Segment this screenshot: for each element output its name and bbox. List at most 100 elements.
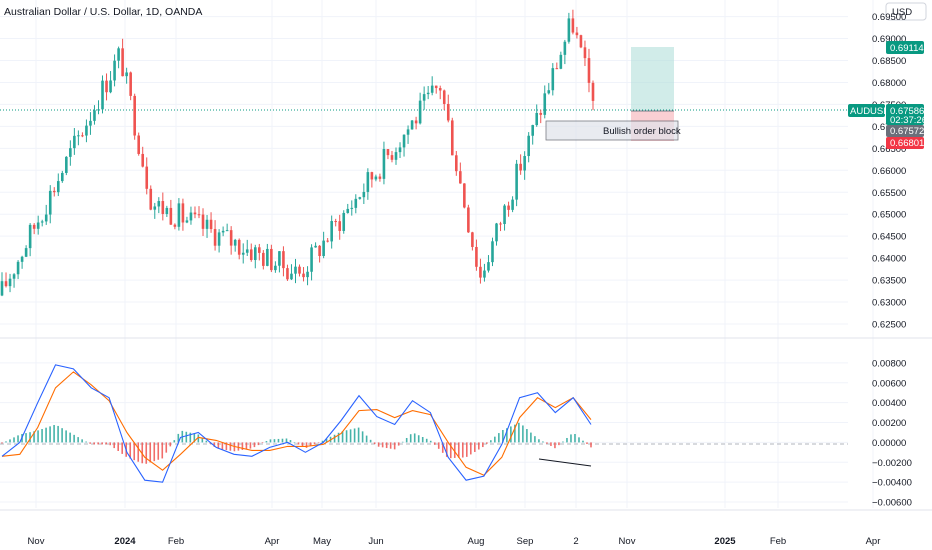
currency-selector[interactable] bbox=[885, 2, 927, 21]
candle bbox=[282, 246, 285, 277]
histogram-bar bbox=[117, 442, 119, 451]
histogram-bar bbox=[562, 441, 564, 443]
histogram-bar bbox=[413, 433, 416, 443]
histogram-bar bbox=[570, 434, 572, 443]
histogram-bar bbox=[397, 442, 400, 446]
histogram-bar bbox=[229, 442, 232, 451]
candle bbox=[358, 196, 362, 200]
macd-axis[interactable]: 0.00800 0.00600 0.00400 0.00200 0.00000 −0.00… bbox=[872, 358, 912, 508]
candle bbox=[591, 80, 595, 111]
histogram-bar bbox=[5, 441, 7, 443]
histogram-bar bbox=[365, 435, 368, 443]
candle bbox=[527, 132, 530, 163]
position-target-zone[interactable] bbox=[631, 47, 674, 111]
histogram-bar bbox=[253, 442, 256, 448]
candle bbox=[205, 214, 209, 238]
price-tick-label: 0.65500 bbox=[872, 188, 906, 199]
time-tick-label: Feb bbox=[770, 536, 786, 547]
candle bbox=[414, 116, 418, 130]
histogram-bar bbox=[325, 438, 328, 443]
candle bbox=[495, 222, 498, 246]
histogram-bar bbox=[514, 424, 516, 443]
candle bbox=[386, 148, 390, 160]
candle bbox=[406, 125, 410, 144]
histogram-bar bbox=[433, 442, 436, 445]
candle bbox=[153, 202, 157, 219]
histogram-bar bbox=[590, 442, 592, 448]
histogram-bar bbox=[65, 430, 67, 443]
price-tick-label: 0.64500 bbox=[872, 232, 906, 243]
histogram-bar bbox=[213, 442, 216, 447]
histogram-bar bbox=[25, 433, 27, 443]
candle bbox=[547, 83, 551, 95]
histogram-bar bbox=[321, 440, 324, 443]
histogram-bar bbox=[29, 432, 31, 443]
histogram-bar bbox=[353, 428, 356, 443]
candle bbox=[507, 201, 510, 217]
histogram-bar bbox=[474, 442, 476, 452]
candle bbox=[499, 221, 502, 232]
order-block-box[interactable] bbox=[545, 120, 679, 141]
candle bbox=[575, 26, 579, 39]
histogram-bar bbox=[482, 442, 484, 448]
price-tick-label: 0.63000 bbox=[872, 298, 906, 309]
candle bbox=[181, 198, 185, 231]
time-axis[interactable]: Nov 2024 Feb Apr May Jun Aug Sep 2 Nov 2025 Feb Apr bbox=[28, 536, 881, 547]
histogram-bar bbox=[498, 433, 500, 443]
histogram-bar bbox=[153, 442, 156, 462]
histogram-bar bbox=[478, 442, 480, 450]
histogram-bar bbox=[33, 431, 35, 443]
symbol-tag-label: AUDUSD bbox=[850, 106, 890, 117]
histogram-bar bbox=[574, 433, 576, 443]
histogram-bar bbox=[465, 442, 468, 457]
candle bbox=[286, 264, 289, 281]
price-tag-current: AUDUSD 0.67586 02:37:26 bbox=[848, 104, 927, 126]
candle bbox=[274, 261, 277, 273]
price-tick-label: 0.69500 bbox=[872, 12, 906, 23]
histogram-bar bbox=[534, 436, 536, 443]
candle bbox=[511, 196, 514, 213]
price-tick-label: 0.68000 bbox=[872, 78, 906, 89]
histogram-bar bbox=[453, 442, 456, 458]
price-axis[interactable]: 0.695000.690000.685000.680000.675000.670… bbox=[872, 12, 906, 330]
histogram-bar bbox=[445, 442, 448, 457]
macd-tick-label: 0.00600 bbox=[872, 378, 906, 389]
histogram-bar bbox=[157, 442, 160, 460]
histogram-bar bbox=[205, 440, 208, 443]
candle bbox=[52, 187, 56, 197]
histogram-bar bbox=[542, 441, 544, 443]
histogram-bar bbox=[101, 442, 103, 445]
histogram-bar bbox=[405, 437, 408, 443]
candle bbox=[217, 229, 221, 253]
histogram-bar bbox=[249, 442, 252, 449]
histogram-bar bbox=[409, 434, 412, 443]
candle bbox=[270, 244, 273, 273]
histogram-bar bbox=[441, 442, 444, 453]
candle bbox=[543, 85, 547, 119]
histogram-bar bbox=[237, 442, 240, 451]
candle bbox=[426, 85, 430, 100]
macd-tick-label: 0.00400 bbox=[872, 398, 906, 409]
candle bbox=[36, 215, 40, 235]
macd-tick-label: −0.00600 bbox=[872, 498, 912, 509]
candle bbox=[97, 100, 100, 115]
candle bbox=[467, 204, 470, 233]
candle bbox=[40, 219, 44, 227]
histogram-bar bbox=[461, 442, 464, 458]
histogram-bar bbox=[169, 442, 172, 447]
candle bbox=[567, 12, 571, 44]
candle bbox=[113, 54, 116, 87]
candle bbox=[326, 238, 329, 243]
candle bbox=[422, 86, 426, 110]
candle bbox=[442, 89, 446, 111]
candle bbox=[430, 76, 434, 96]
candle bbox=[523, 151, 526, 180]
candle bbox=[225, 223, 229, 232]
histogram-bar bbox=[145, 442, 148, 464]
candle bbox=[4, 272, 8, 288]
candle bbox=[450, 117, 454, 156]
candle bbox=[93, 105, 96, 125]
candle bbox=[539, 109, 543, 124]
candle bbox=[189, 206, 193, 225]
